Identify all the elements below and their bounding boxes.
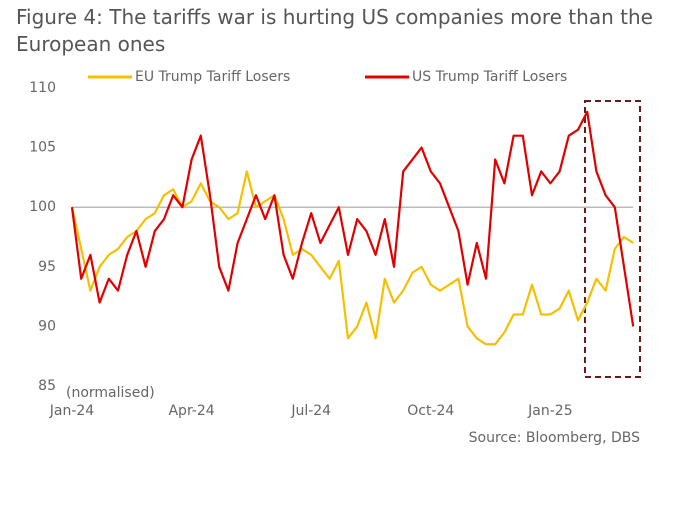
y-tick-label: 95 [38, 259, 56, 275]
y-tick-label: 85 [38, 378, 56, 394]
chart-title: Figure 4: The tariffs war is hurting US … [16, 5, 653, 56]
highlight-box [584, 100, 641, 378]
y-tick-label: 105 [29, 140, 56, 156]
x-tick-label: Apr-24 [168, 403, 214, 419]
legend-label: EU Trump Tariff Losers [135, 69, 290, 85]
x-tick-label: Jul-24 [290, 403, 331, 419]
x-tick-label: Oct-24 [407, 403, 454, 419]
series-line [70, 170, 634, 346]
x-tick-label: Jan-24 [49, 403, 95, 419]
annotation: (normalised) [66, 385, 155, 401]
x-tick-label: Jan-25 [527, 403, 572, 419]
y-tick-label: 90 [38, 318, 56, 334]
source: Source: Bloomberg, DBS [469, 430, 640, 446]
legend-label: US Trump Tariff Losers [412, 69, 567, 85]
series-line [70, 110, 635, 327]
y-tick-label: 100 [29, 199, 56, 215]
y-tick-label: 110 [29, 80, 56, 96]
